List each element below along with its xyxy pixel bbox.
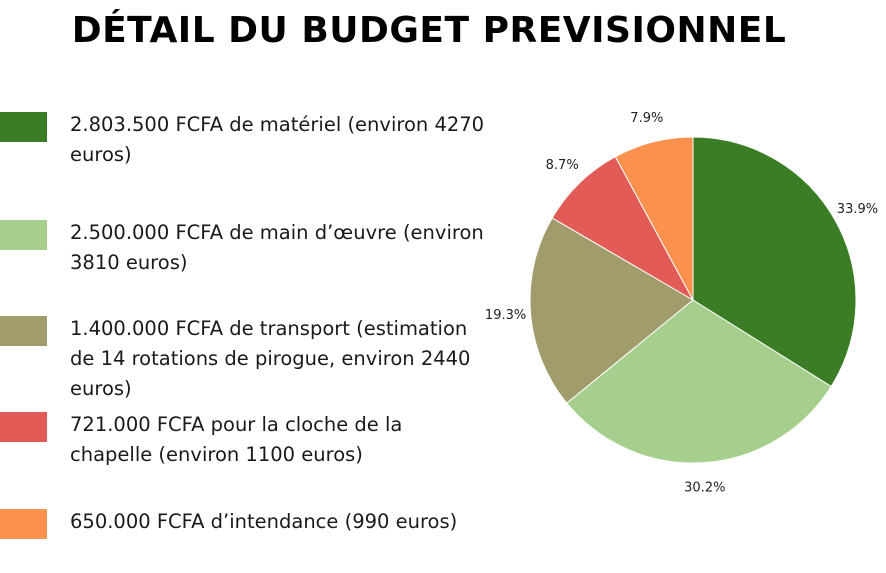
pie-slice-label: 33.9% [837,202,878,217]
legend-swatch [0,220,47,250]
legend-swatch [0,316,47,346]
legend-label: 2.500.000 FCFA de main d’œuvre (environ … [70,221,484,274]
pie-slice-label: 30.2% [684,481,725,496]
pie-slice-label: 7.9% [630,111,663,126]
pie-slice-label: 8.7% [546,158,579,173]
legend-label: 1.400.000 FCFA de transport (estimation … [70,317,471,400]
legend-swatch [0,112,47,142]
legend-swatch [0,412,47,442]
pie-slice [692,136,857,388]
pie-slice-label: 19.3% [485,308,526,323]
pie-slice [614,136,694,301]
pie-slice [566,299,832,464]
pie-slice [529,217,694,404]
legend-label: 650.000 FCFA d’intendance (990 euros) [70,510,458,533]
legend-swatch [0,509,47,539]
pie-chart: 33.9% 30.2% 19.3% 8.7% 7.9% [485,111,878,496]
pie-slice [551,155,695,302]
legend-label: 2.803.500 FCFA de matériel (environ 4270… [70,113,485,166]
page-title: DÉTAIL DU BUDGET PREVISIONNEL [71,10,787,51]
legend-label: 721.000 FCFA pour la cloche de la chapel… [70,413,403,466]
